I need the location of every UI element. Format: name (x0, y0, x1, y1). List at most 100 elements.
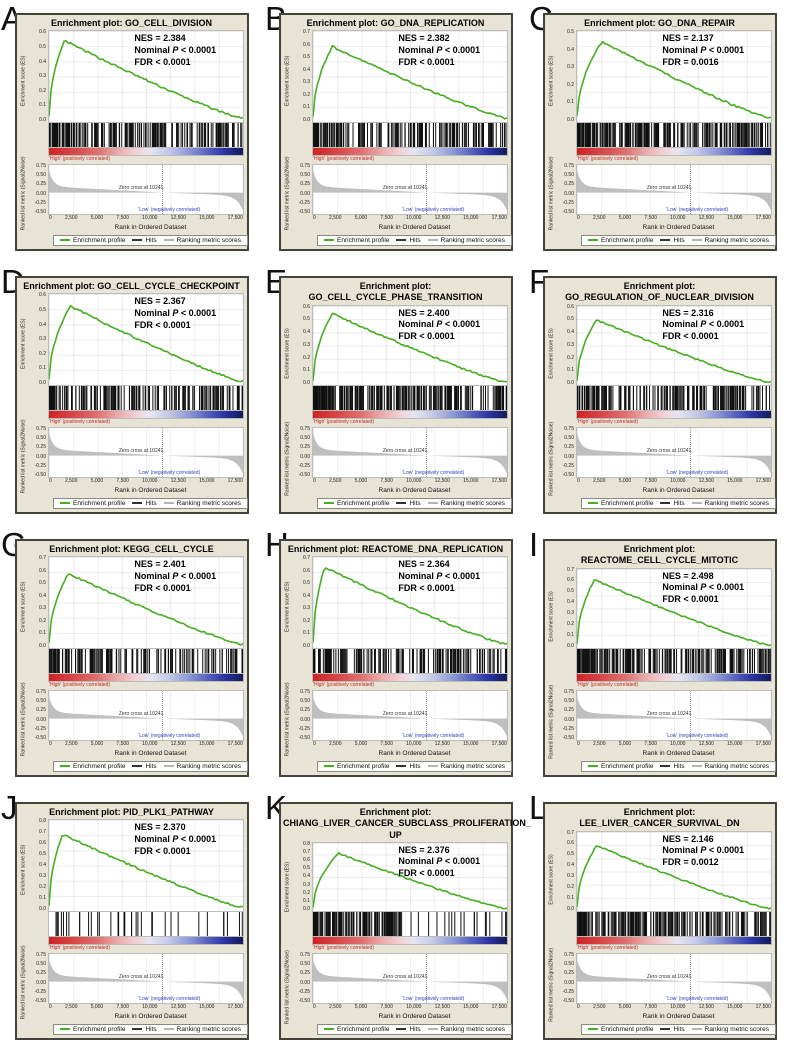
low-correlated-label: 'Low' (negatively correlated) (402, 996, 465, 1002)
enrichment-curve (49, 31, 243, 122)
zero-cross-line (426, 954, 428, 1003)
metric-tick: 0.50 (564, 435, 574, 442)
legend-swatch (588, 765, 599, 767)
legend-label: Enrichment profile (601, 499, 654, 507)
es-tick: 0.4 (39, 592, 46, 599)
gsea-plot: Enrichment plot: GO_CELL_CYCLE_PHASE_TRAN… (279, 276, 513, 514)
metric-axis-ticks: 0.75 0.50 0.25 0.00 -0.25 -0.50 (292, 427, 312, 478)
legend-wrap: Enrichment profile Hits Ranking metric sco… (556, 759, 776, 773)
fdr-value: FDR < 0.0001 (398, 330, 455, 341)
gsea-plot: Enrichment plot: REACTOME_DNA_REPLICATIO… (279, 539, 513, 777)
legend-swatch (163, 765, 174, 767)
nominal-p-value: Nominal P < 0.0001 (134, 308, 216, 320)
ranked-metric-area (577, 959, 771, 1000)
panel-title-line: Enrichment plot: (359, 281, 432, 291)
legend-swatch (163, 239, 174, 241)
plot-legend: Enrichment profile Hits Ranking metric sco… (53, 760, 248, 772)
x-axis-label: Rank in Ordered Dataset (642, 750, 715, 757)
metric-axis-label: Ranked list metric (Signal2Noise) (548, 947, 555, 1022)
metric-tick: 0.50 (36, 961, 46, 968)
es-tick: 0.4 (39, 321, 46, 328)
x-tick: 12,500 (434, 478, 450, 484)
legend-label: Enrichment profile (601, 1025, 654, 1033)
legend-swatch (60, 502, 71, 504)
plot-main: 0.7 0.6 0.5 0.4 0.3 0.2 0.1 0.0 NES = 2.382 Nom… (292, 29, 512, 247)
metric-tick: -0.25 (298, 199, 310, 206)
nes-value: NES = 2.367 (134, 296, 186, 307)
es-axis-ticks: 0.7 0.6 0.5 0.4 0.3 0.2 0.1 0.0 (292, 556, 312, 649)
fdr-value: FDR < 0.0001 (134, 845, 191, 856)
metric-tick: 0.25 (300, 181, 310, 188)
fdr-value: FDR = 0.0016 (662, 56, 719, 67)
legend-item: Ranking metric scores (163, 763, 241, 770)
zero-cross-label: Zero cross at 10241 (118, 710, 164, 717)
zero-cross-line (162, 165, 164, 214)
ranked-metric-plot: Zero cross at 10241 'Low' (negatively co… (48, 164, 244, 215)
x-tick: 17,500 (491, 478, 507, 484)
es-tick: 0.6 (567, 577, 574, 584)
x-tick: 2,500 (592, 741, 606, 747)
legend-wrap: Enrichment profile Hits Ranking metric sco… (556, 1022, 776, 1036)
nominal-p-value: Nominal P < 0.0001 (662, 319, 744, 331)
es-axis-label: Enrichment score (ES) (284, 327, 291, 378)
zero-cross-line (426, 428, 428, 477)
metric-axis-label: Ranked list metric (Signal2Noise) (284, 681, 291, 756)
high-correlated-label: 'High' (positively correlated) (313, 945, 375, 951)
x-tick: 10,000 (670, 741, 686, 747)
hits-plot (576, 911, 772, 937)
metric-tick: 0.00 (300, 716, 310, 723)
stats-block: NES = 2.384 Nominal P < 0.0001 FDR < 0.0… (134, 33, 216, 68)
metric-tick: 0.25 (300, 707, 310, 714)
metric-tick: -0.50 (562, 471, 574, 478)
enrichment-score-plot: NES = 2.146 Nominal P < 0.0001 FDR = 0.0… (576, 830, 772, 912)
es-tick: 0.6 (567, 840, 574, 847)
plot-main: 0.7 0.6 0.5 0.4 0.3 0.2 0.1 0.0 NES = 2.401 Nom… (28, 556, 248, 773)
rank-heatmap (312, 936, 508, 945)
es-tick: 0.8 (303, 840, 310, 847)
gsea-plot: Enrichment plot: LEE_LIVER_CANCER_SURVIV… (543, 802, 777, 1040)
p-threshold: < 0.0001 (178, 833, 217, 844)
x-axis-label: Rank in Ordered Dataset (642, 224, 715, 231)
x-tick: 10,000 (406, 478, 422, 484)
es-axis-label: Enrichment score (ES) (284, 56, 291, 107)
metric-tick: -0.50 (34, 471, 46, 478)
hit-bars (313, 649, 507, 673)
es-tick: 0.0 (39, 642, 46, 649)
zero-cross-label: Zero cross at 10241 (118, 973, 164, 980)
metric-axis-label: Ranked list metric (Signal2Noise) (548, 684, 555, 759)
x-tick: 12,500 (434, 215, 450, 221)
p-label: Nominal (662, 319, 701, 330)
es-tick: 0.3 (303, 881, 310, 888)
legend-label: Hits (673, 762, 685, 770)
metric-axis-ticks: 0.75 0.50 0.25 0.00 -0.25 -0.50 (556, 427, 576, 478)
p-label: Nominal (662, 845, 701, 856)
high-correlated-label: 'High' (positively correlated) (577, 682, 639, 688)
enrichment-score-plot: NES = 2.370 Nominal P < 0.0001 FDR < 0.0… (48, 819, 244, 912)
y-axis-labels: Enrichment score (ES) Ranked list metric… (283, 842, 292, 1036)
es-tick: 0.1 (39, 895, 46, 902)
x-tick: 15,000 (199, 741, 215, 747)
p-symbol: P (700, 582, 707, 593)
legend-item: Ranking metric scores (163, 1026, 241, 1033)
enrichment-score-plot: NES = 2.382 Nominal P < 0.0001 FDR < 0.0… (312, 30, 508, 123)
p-label: Nominal (398, 319, 437, 330)
x-axis-ticks: 0 2,500 5,000 7,500 10,000 12,500 15,000 17,500 (48, 1004, 244, 1012)
es-axis-label: Enrichment score (ES) (20, 56, 27, 107)
stats-block: NES = 2.498 Nominal P < 0.0001 FDR < 0.0… (662, 571, 744, 606)
es-tick: 0.7 (303, 29, 310, 36)
es-axis-label: Enrichment score (ES) (20, 319, 27, 370)
metric-tick: -0.25 (562, 199, 574, 206)
nominal-p-value: Nominal P < 0.0001 (662, 582, 744, 594)
panel-title-line: Enrichment plot: (623, 281, 696, 291)
enrichment-score-plot: NES = 2.376 Nominal P < 0.0001 FDR < 0.0… (312, 841, 508, 912)
metric-tick: 0.25 (300, 444, 310, 451)
fdr-value: FDR < 0.0001 (134, 56, 191, 67)
zero-cross-line (690, 691, 692, 740)
panel-letter: L (529, 789, 547, 826)
p-threshold: < 0.0001 (706, 44, 745, 55)
plot-body: Enrichment score (ES) Ranked list metric… (547, 567, 776, 774)
zero-cross-label: Zero cross at 10241 (646, 184, 692, 191)
hit-bars (577, 649, 771, 673)
p-threshold: < 0.0001 (178, 570, 217, 581)
metric-tick: 0.25 (564, 444, 574, 451)
